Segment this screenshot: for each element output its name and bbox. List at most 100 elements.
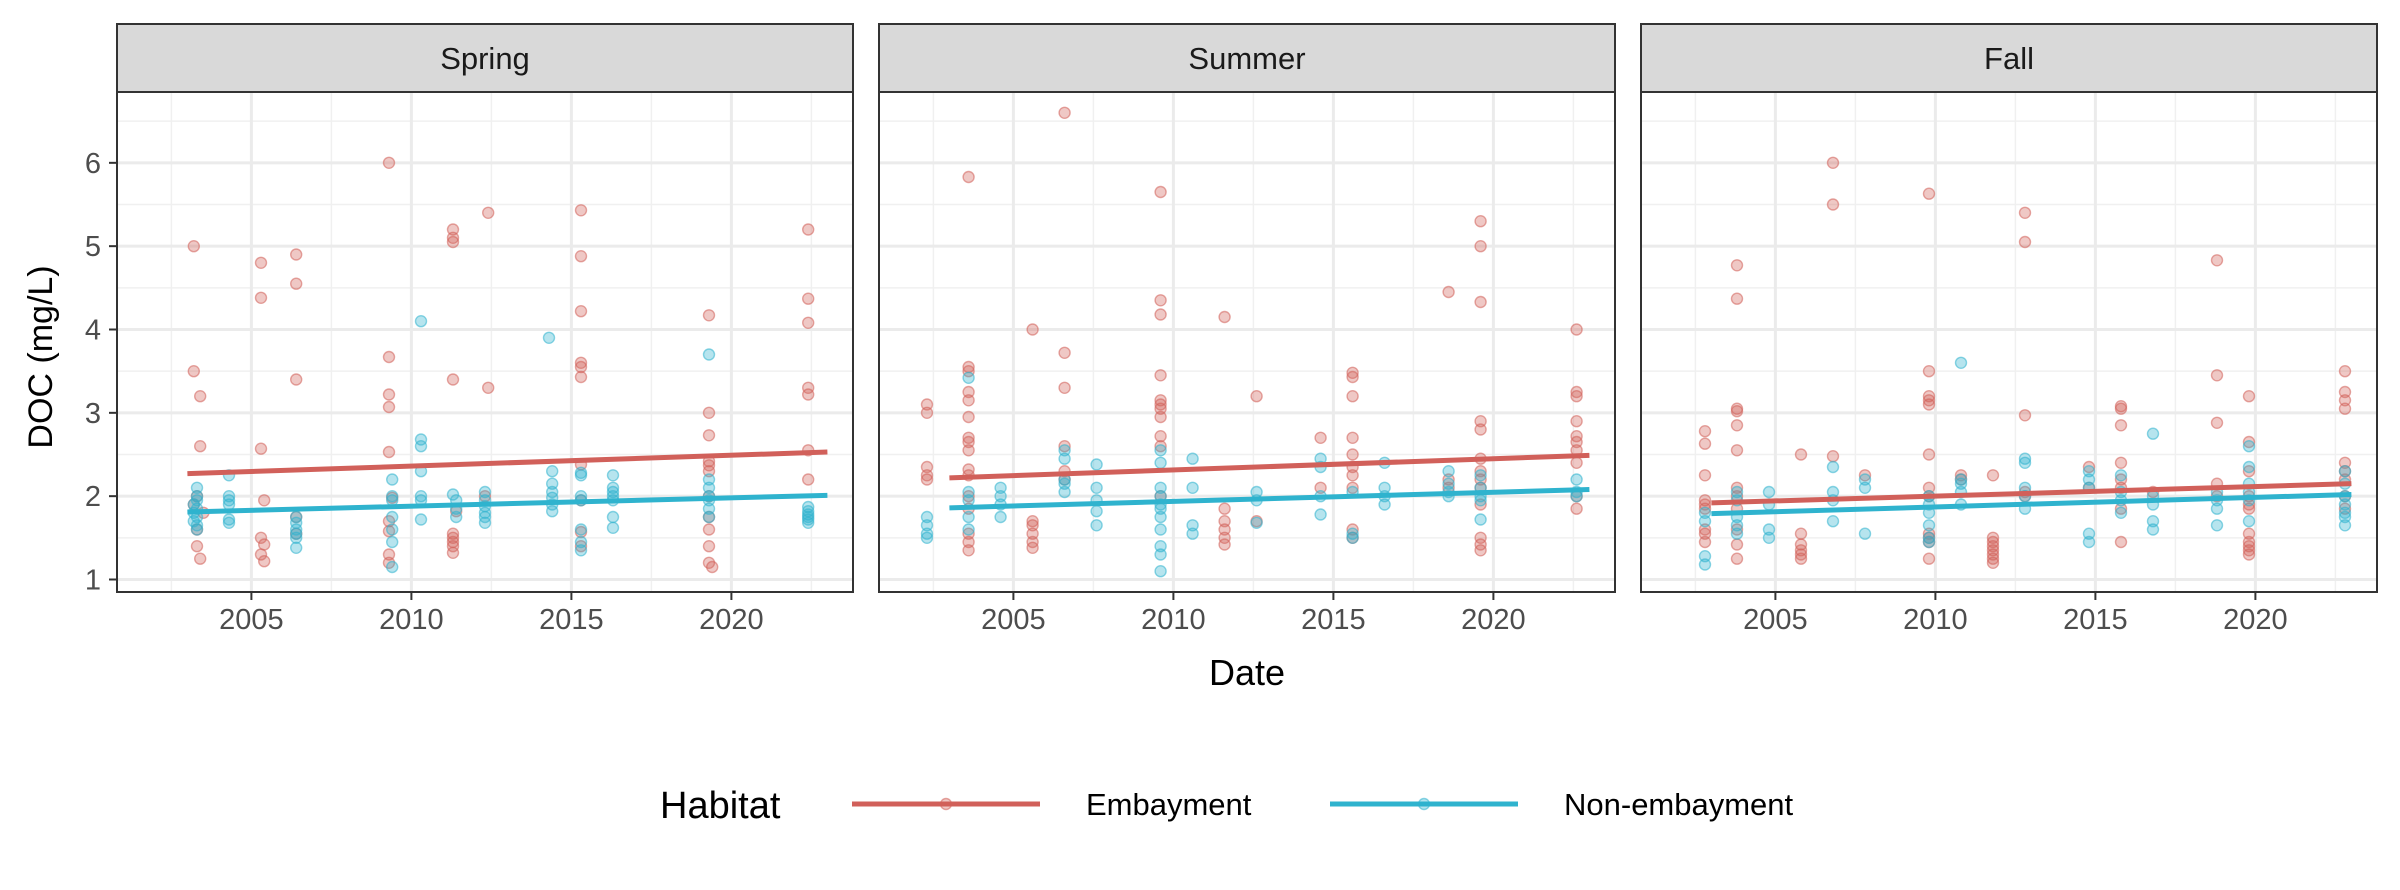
point-embayment	[1698, 437, 1712, 450]
point-embayment	[962, 431, 975, 444]
point-embayment	[962, 410, 975, 424]
point-embayment	[1058, 106, 1071, 120]
point-non-embayment	[478, 506, 492, 519]
point-non-embayment	[1154, 565, 1167, 578]
point-non-embayment	[546, 465, 559, 478]
point-non-embayment	[386, 473, 399, 486]
point-non-embayment	[1154, 510, 1167, 524]
point-embayment	[254, 442, 268, 455]
point-embayment	[254, 548, 268, 561]
point-non-embayment	[2338, 519, 2352, 532]
point-embayment	[1474, 214, 1487, 228]
trend-line-non-embayment	[187, 492, 828, 515]
point-non-embayment	[1474, 494, 1487, 507]
legend-key-point-embayment	[939, 797, 953, 811]
x-tick-label: 2005	[219, 604, 284, 636]
point-embayment	[1154, 410, 1167, 424]
point-non-embayment	[1314, 508, 1327, 521]
point-embayment	[802, 316, 815, 329]
point-non-embayment	[1058, 444, 1071, 457]
point-non-embayment	[1090, 505, 1103, 518]
point-non-embayment	[1922, 535, 1936, 549]
point-embayment	[1314, 431, 1327, 444]
facet-fall: Fall 2005 2010 2015 2020	[1640, 23, 2378, 636]
point-embayment	[1218, 310, 1231, 324]
panel-background-fall	[1641, 92, 2377, 592]
legend-label-embayment: Embayment	[1086, 787, 1252, 822]
point-embayment	[1730, 405, 1744, 418]
point-non-embayment	[1186, 519, 1199, 532]
point-non-embayment	[222, 513, 236, 526]
point-embayment	[1218, 538, 1231, 551]
point-embayment	[1346, 469, 1359, 482]
point-non-embayment	[962, 523, 975, 536]
point-embayment	[1730, 419, 1744, 432]
point-embayment	[1730, 552, 1744, 565]
point-embayment	[446, 235, 460, 249]
point-embayment	[2114, 419, 2128, 432]
point-embayment	[802, 223, 815, 236]
point-non-embayment	[386, 510, 399, 524]
point-non-embayment	[190, 481, 204, 494]
trend-line-non-embayment	[1711, 492, 2352, 517]
point-non-embayment	[962, 510, 975, 524]
point-embayment	[1794, 548, 1808, 561]
point-embayment	[1346, 448, 1359, 461]
point-embayment	[1826, 450, 1840, 463]
point-embayment	[2242, 435, 2256, 449]
point-embayment	[920, 473, 934, 486]
point-embayment	[1154, 294, 1167, 307]
point-embayment	[1954, 469, 1968, 482]
point-embayment	[478, 490, 492, 503]
point-embayment	[1986, 531, 2000, 544]
point-non-embayment	[1762, 485, 1776, 499]
point-embayment	[2114, 456, 2128, 469]
y-tick-label: 2	[85, 481, 101, 513]
point-non-embayment	[1826, 515, 1840, 528]
legend-label-non-embayment: Non-embayment	[1564, 787, 1794, 822]
point-non-embayment	[1954, 473, 1968, 486]
point-embayment	[1922, 398, 1936, 411]
point-embayment	[1154, 369, 1167, 382]
point-embayment	[1922, 187, 1936, 200]
point-embayment	[1154, 185, 1167, 199]
point-embayment	[1346, 390, 1359, 403]
point-non-embayment	[702, 510, 716, 524]
point-non-embayment	[190, 519, 204, 532]
point-non-embayment	[1378, 498, 1391, 511]
point-embayment	[2242, 465, 2256, 478]
point-embayment	[446, 531, 460, 544]
point-non-embayment	[574, 544, 588, 557]
x-tick-label: 2020	[1461, 604, 1526, 636]
point-non-embayment	[2242, 460, 2256, 474]
point-embayment	[702, 523, 716, 536]
point-embayment	[1826, 156, 1840, 170]
point-embayment	[702, 309, 716, 322]
point-non-embayment	[1442, 465, 1455, 478]
point-non-embayment	[2338, 465, 2352, 478]
point-embayment	[446, 373, 460, 386]
point-non-embayment	[606, 469, 620, 482]
point-embayment	[1442, 285, 1455, 299]
point-embayment	[962, 490, 975, 503]
point-embayment	[482, 381, 495, 394]
point-embayment	[1058, 440, 1071, 453]
point-non-embayment	[2018, 452, 2032, 465]
point-embayment	[2114, 535, 2128, 549]
y-tick-label: 1	[85, 565, 101, 597]
point-embayment	[802, 292, 815, 305]
point-embayment	[446, 231, 460, 245]
point-embayment	[1154, 398, 1167, 411]
point-non-embayment	[1154, 444, 1167, 457]
point-embayment	[187, 239, 201, 253]
legend-key-point-non-embayment	[1417, 797, 1431, 811]
point-non-embayment	[920, 531, 934, 544]
point-embayment	[1922, 552, 1936, 565]
x-tick-label: 2020	[699, 604, 764, 636]
points-spring	[187, 156, 815, 574]
point-non-embayment	[1154, 548, 1167, 561]
x-tick-label: 2010	[1903, 604, 1968, 636]
point-non-embayment	[1858, 527, 1872, 540]
point-embayment	[290, 373, 303, 386]
